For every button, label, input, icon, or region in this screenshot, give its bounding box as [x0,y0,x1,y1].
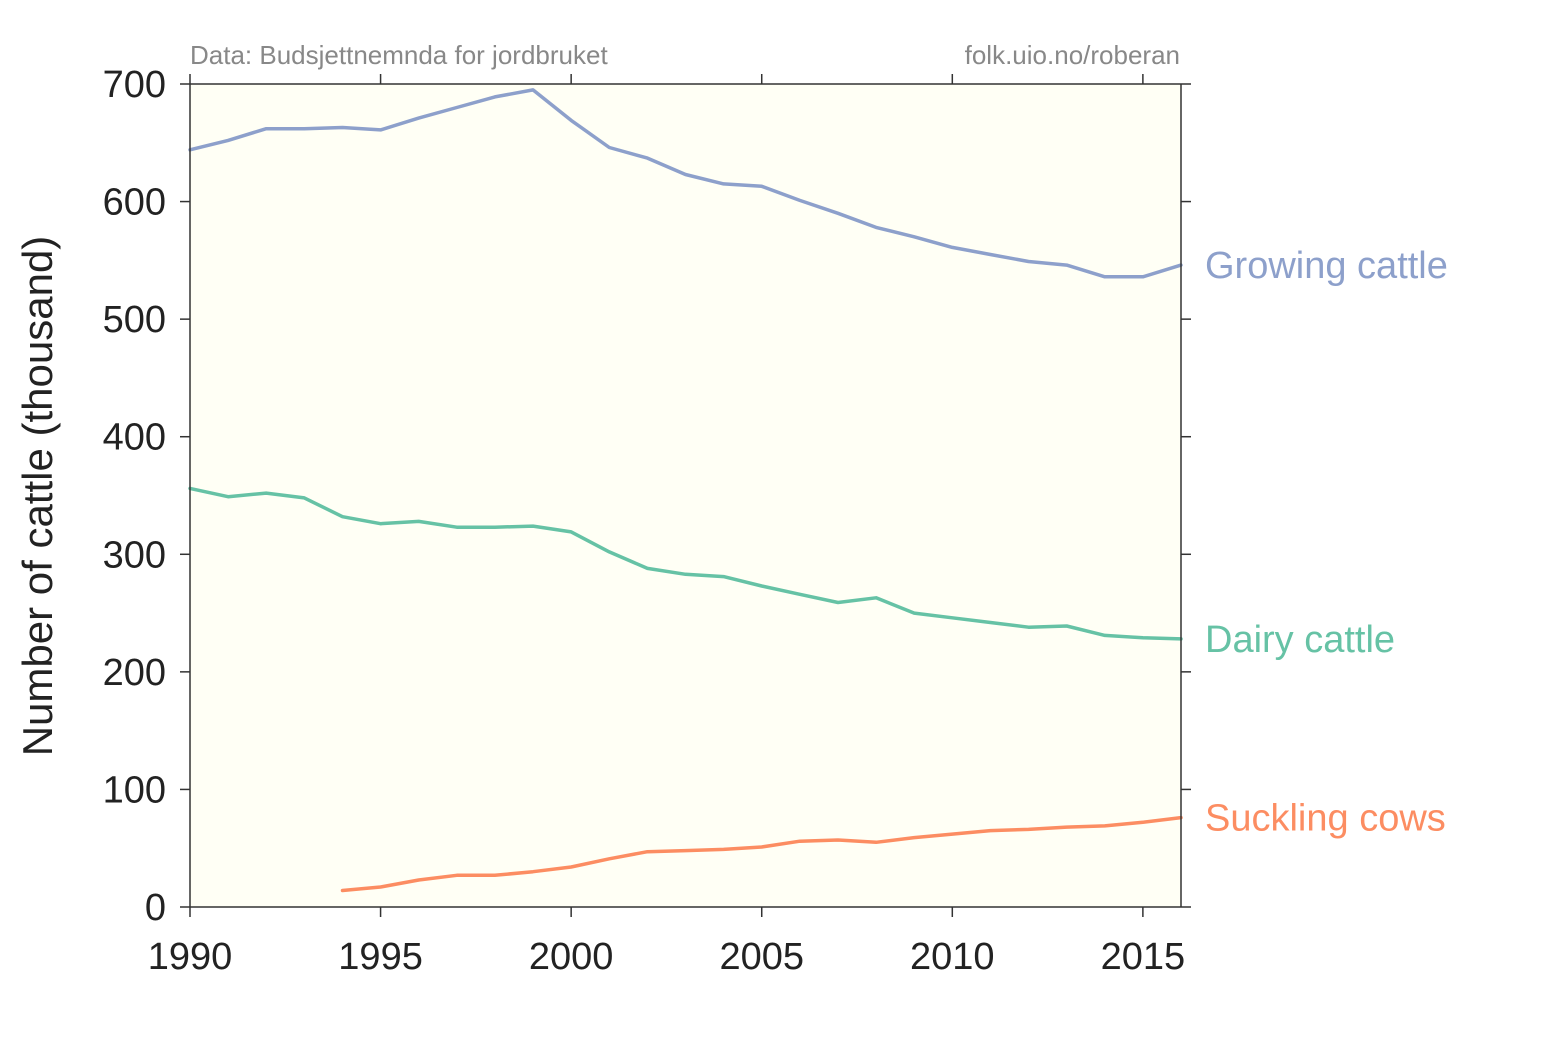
y-axis-title: Number of cattle (thousand) [14,236,61,757]
y-tick-label: 100 [103,769,166,811]
y-tick-label: 400 [103,417,166,459]
series-line-dairy-cattle [188,486,1183,641]
y-tick-label: 0 [145,887,166,929]
x-tick-label: 1990 [148,936,233,978]
series-label-growing-cattle: Growing cattle [1205,245,1448,287]
series-label-dairy-cattle: Dairy cattle [1205,619,1395,661]
x-tick-label: 1995 [338,936,423,978]
source-note-left: Data: Budsjettnemnda for jordbruket [190,40,608,70]
x-tick-label: 2000 [529,936,614,978]
series-line-growing-cattle [188,88,1183,279]
y-tick-label: 700 [103,64,166,106]
series-layer [188,88,1183,893]
x-tick-label: 2005 [719,936,804,978]
ticks-layer: 1990 1995 2000 2005 2010 2015 0 100 200 300 400 500… [103,64,1191,978]
series-labels-layer: Growing cattle Dairy cattle Suckling cows [1205,245,1448,840]
y-tick-label: 600 [103,182,166,224]
y-tick-label: 200 [103,652,166,694]
plot-area [190,84,1181,907]
source-note-right: folk.uio.no/roberan [965,40,1180,70]
y-tick-label: 300 [103,534,166,576]
x-tick-label: 2010 [910,936,995,978]
series-line-suckling-cows [340,815,1183,893]
series-label-suckling-cows: Suckling cows [1205,798,1446,840]
axes-layer [189,83,1182,908]
x-tick-label: 2015 [1101,936,1186,978]
y-tick-label: 500 [103,299,166,341]
